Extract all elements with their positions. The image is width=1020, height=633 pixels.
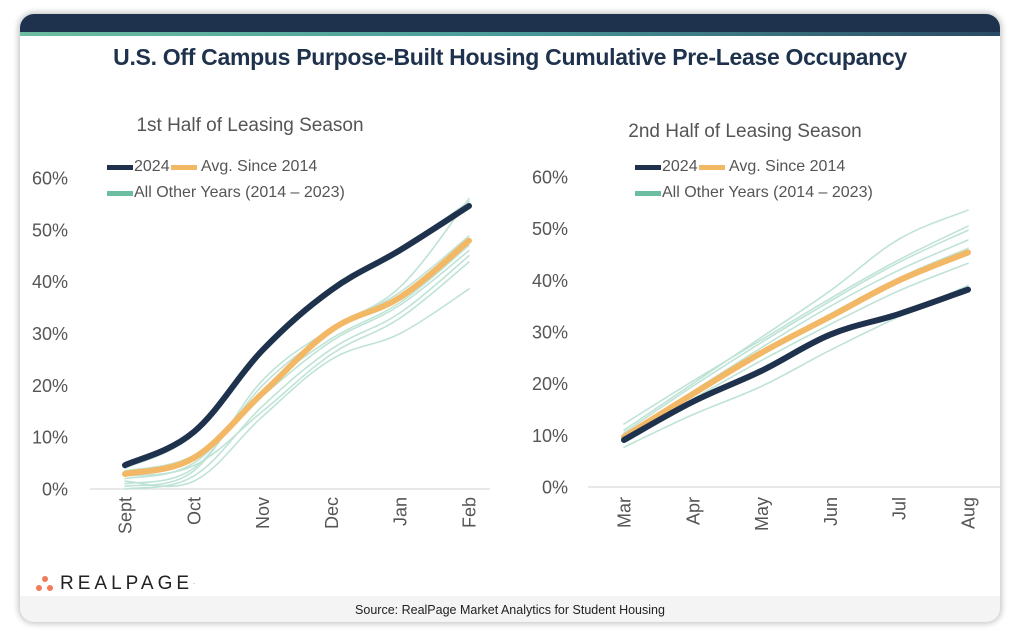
chart-subtitle: 2nd Half of Leasing Season	[628, 121, 861, 142]
legend-label-other-years: All Other Years (2014 – 2023)	[662, 184, 873, 201]
series-line-2024	[621, 286, 971, 443]
x-tick-label: Nov	[253, 497, 273, 529]
x-tick-label: Jul	[890, 497, 910, 520]
y-tick-label: 60%	[532, 168, 568, 188]
header-bar	[20, 14, 1000, 32]
x-tick-label: Jun	[821, 497, 841, 526]
legend-swatch-other-years	[635, 191, 661, 196]
series-line-other-year	[623, 225, 969, 425]
footer-band: Source: RealPage Market Analytics for St…	[20, 596, 1000, 622]
x-tick-label: Oct	[184, 497, 204, 525]
x-tick-label: Apr	[683, 497, 703, 525]
chart-subtitle: 1st Half of Leasing Season	[136, 115, 363, 136]
legend-label-average: Avg. Since 2014	[201, 158, 317, 175]
y-tick-label: 50%	[32, 220, 68, 240]
x-tick-label: Feb	[460, 497, 480, 528]
x-tick-label: Jan	[391, 497, 411, 526]
y-tick-label: 0%	[542, 478, 568, 498]
series-line-other-year	[124, 288, 470, 488]
series-line-other-year	[124, 261, 470, 477]
series-line-2024	[122, 202, 472, 469]
series-line-other-year	[124, 197, 470, 488]
series-line-other-year	[124, 235, 470, 485]
x-tick-label: Sept	[116, 497, 136, 534]
x-tick-label: Dec	[322, 497, 342, 529]
realpage-logo: REALPAGE ·	[34, 572, 195, 596]
y-tick-label: 0%	[42, 480, 68, 500]
x-tick-label: Aug	[959, 497, 979, 529]
y-tick-label: 30%	[32, 324, 68, 344]
series-line-average	[621, 249, 971, 440]
x-tick-label: Mar	[615, 497, 635, 528]
logo-trademark: ·	[193, 581, 196, 587]
legend-swatch-average	[171, 165, 197, 170]
series-line-other-year	[124, 254, 470, 490]
legend-label-2024: 2024	[662, 158, 698, 175]
legend-swatch-average	[699, 165, 725, 170]
chart-legend: 2024 Avg. Since 2014 All Other Years (2014…	[635, 158, 873, 201]
logo-text: REALPAGE	[60, 573, 194, 594]
y-tick-label: 10%	[32, 428, 68, 448]
x-tick-label: May	[752, 497, 772, 531]
y-tick-label: 20%	[32, 376, 68, 396]
legend-swatch-2024	[635, 165, 661, 170]
y-tick-label: 20%	[532, 374, 568, 394]
chart-legend: 2024 Avg. Since 2014 All Other Years (2014…	[107, 158, 345, 201]
legend-label-2024: 2024	[134, 158, 170, 175]
legend-label-average: Avg. Since 2014	[729, 158, 845, 175]
three-dots-logo-icon	[34, 574, 58, 594]
y-tick-label: 30%	[532, 323, 568, 343]
chart-1: 1st Half of Leasing Season 0% 10% 20% 30% 40%…	[32, 115, 490, 534]
legend-swatch-2024	[107, 165, 133, 170]
chart-card: U.S. Off Campus Purpose-Built Housing Cu…	[20, 14, 1000, 622]
legend-swatch-other-years	[107, 191, 133, 196]
y-tick-label: 40%	[32, 272, 68, 292]
chart-2: 2nd Half of Leasing Season 0% 10% 20% 30% 40%…	[532, 121, 1000, 531]
source-note: Source: RealPage Market Analytics for St…	[355, 603, 665, 617]
series-line-other-year	[623, 229, 969, 434]
y-tick-label: 60%	[32, 169, 68, 189]
series-line-average	[122, 237, 472, 477]
header-accent-strip	[20, 32, 1000, 36]
series-line-other-year	[623, 209, 969, 431]
legend-label-other-years: All Other Years (2014 – 2023)	[134, 184, 345, 201]
y-tick-label: 40%	[532, 271, 568, 291]
chart-main-title: U.S. Off Campus Purpose-Built Housing Cu…	[113, 44, 907, 70]
y-tick-label: 10%	[532, 426, 568, 446]
y-tick-label: 50%	[532, 219, 568, 239]
